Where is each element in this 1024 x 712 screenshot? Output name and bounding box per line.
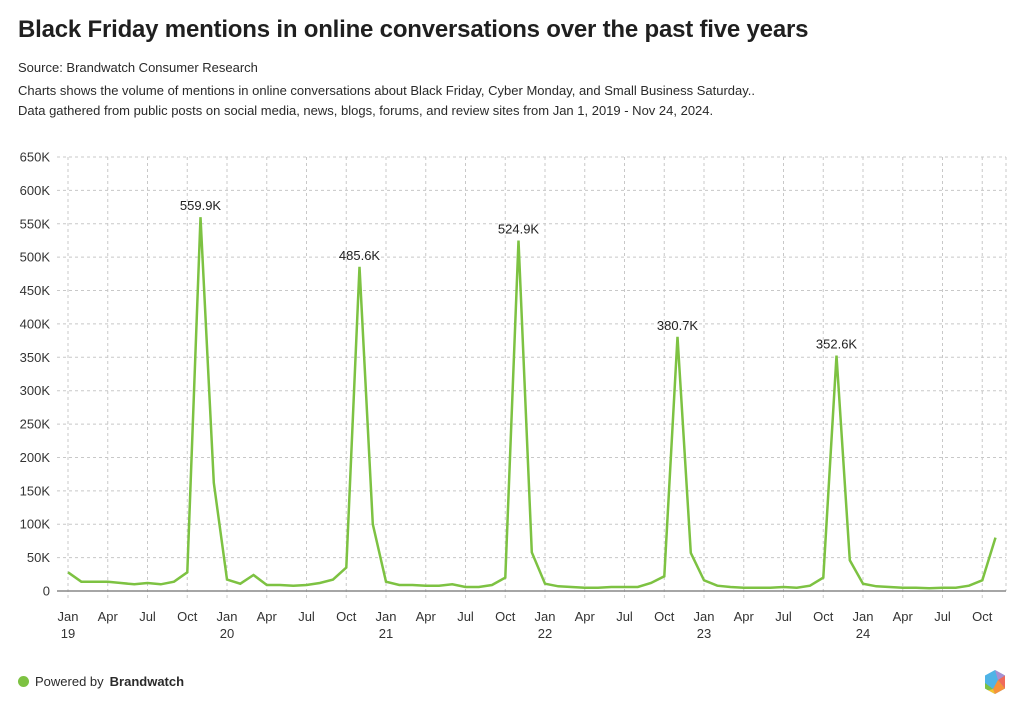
y-tick-label: 450K	[20, 283, 51, 298]
series-line-mentions	[67, 217, 997, 590]
x-tick-label: Jan	[58, 609, 79, 624]
x-tick-label: Apr	[893, 609, 914, 624]
x-tick-label: Apr	[257, 609, 278, 624]
y-tick-label: 150K	[20, 483, 51, 498]
peak-data-label: 380.7K	[657, 318, 699, 333]
y-tick-label: 100K	[20, 517, 51, 532]
y-tick-label: 350K	[20, 350, 51, 365]
y-tick-label: 550K	[20, 216, 51, 231]
chart-source: Source: Brandwatch Consumer Research	[18, 60, 258, 75]
x-tick-label: Oct	[336, 609, 357, 624]
peak-data-label: 352.6K	[816, 337, 858, 352]
x-tick-label: Oct	[177, 609, 198, 624]
x-tick-label: Jan	[535, 609, 556, 624]
x-tick-label: Apr	[575, 609, 596, 624]
line-chart: 0 50K 100K 150K 200K 250K 300K 350K 400K 450K 500K…	[20, 150, 1007, 641]
chart-description-line-2: Data gathered from public posts on socia…	[18, 103, 714, 118]
y-tick-label: 50K	[27, 550, 50, 565]
x-tick-label: Jul	[457, 609, 474, 624]
x-tick-label: Apr	[98, 609, 119, 624]
chart-description-line-1: Charts shows the volume of mentions in o…	[18, 83, 756, 98]
x-tick-label: Oct	[495, 609, 516, 624]
x-tick-label: Apr	[734, 609, 755, 624]
x-tick-label: Apr	[416, 609, 437, 624]
peak-data-label: 485.6K	[339, 248, 381, 263]
chart-title: Black Friday mentions in online conversa…	[18, 16, 809, 43]
powered-by: Powered by Brandwatch	[18, 674, 184, 689]
y-tick-label: 400K	[20, 316, 51, 331]
y-tick-label: 600K	[20, 183, 51, 198]
x-tick-label: Oct	[813, 609, 834, 624]
x-tick-label: Oct	[972, 609, 993, 624]
y-tick-label: 300K	[20, 383, 51, 398]
brand-name: Brandwatch	[109, 674, 185, 689]
x-tick-year-label: 23	[697, 626, 711, 641]
x-tick-label: Oct	[654, 609, 675, 624]
y-tick-label: 650K	[20, 150, 51, 165]
x-tick-label: Jan	[853, 609, 874, 624]
y-tick-label: 200K	[20, 450, 51, 465]
x-tick-year-label: 24	[856, 626, 870, 641]
peak-data-label: 559.9K	[180, 198, 222, 213]
x-tick-year-label: 22	[538, 626, 552, 641]
powered-by-text: Powered by	[35, 674, 104, 689]
x-tick-label: Jul	[616, 609, 633, 624]
x-tick-label: Jul	[775, 609, 792, 624]
x-tick-label: Jan	[217, 609, 238, 624]
x-tick-year-label: 21	[379, 626, 393, 641]
brandwatch-hexagon-logo-icon	[985, 670, 1005, 694]
y-tick-label: 500K	[20, 250, 51, 265]
x-tick-year-label: 19	[61, 626, 75, 641]
y-tick-label: 0	[43, 584, 50, 599]
x-tick-label: Jul	[139, 609, 156, 624]
peak-data-label: 524.9K	[498, 222, 540, 237]
x-tick-label: Jul	[298, 609, 315, 624]
y-tick-label: 250K	[20, 417, 51, 432]
x-tick-year-label: 20	[220, 626, 234, 641]
x-tick-label: Jan	[694, 609, 715, 624]
x-tick-label: Jan	[376, 609, 397, 624]
x-tick-label: Jul	[934, 609, 951, 624]
brand-dot-icon	[18, 676, 29, 687]
